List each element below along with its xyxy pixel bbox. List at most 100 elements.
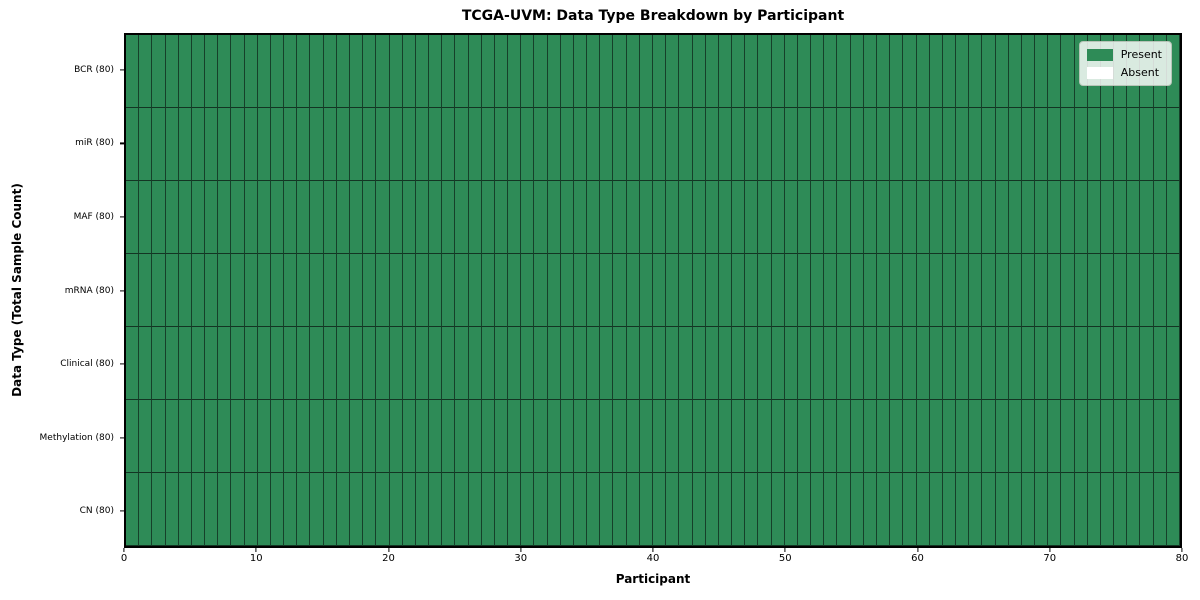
heatmap-cell: [982, 108, 996, 181]
y-tick-mark: [120, 69, 124, 71]
heatmap-cell: [626, 473, 640, 546]
heatmap-cell: [850, 35, 864, 108]
heatmap-cell: [376, 400, 390, 473]
y-tick-label: Clinical (80): [60, 359, 114, 370]
heatmap-cell: [587, 35, 601, 108]
heatmap-cell: [508, 108, 522, 181]
heatmap-cell: [468, 254, 482, 327]
heatmap-cell: [1140, 181, 1154, 254]
heatmap-cell: [1140, 108, 1154, 181]
heatmap-cell: [1061, 400, 1075, 473]
heatmap-cell: [863, 35, 877, 108]
heatmap-cell: [573, 181, 588, 254]
heatmap-cell: [1035, 473, 1049, 546]
heatmap-cell: [1021, 473, 1036, 546]
heatmap-cell: [244, 254, 258, 327]
heatmap-cell: [270, 108, 285, 181]
heatmap-cell: [929, 108, 943, 181]
heatmap-cell: [995, 181, 1009, 254]
heatmap-cell: [758, 254, 772, 327]
heatmap-cell: [376, 108, 390, 181]
heatmap-cell: [626, 181, 640, 254]
x-tick-mark: [520, 548, 522, 552]
heatmap-cell: [534, 400, 548, 473]
heatmap-cell: [126, 254, 140, 327]
heatmap-cell: [942, 327, 957, 400]
heatmap-cell: [218, 400, 232, 473]
heatmap-cell: [297, 400, 311, 473]
heatmap-cell: [560, 400, 574, 473]
heatmap-cell: [1114, 473, 1128, 546]
heatmap-cell: [758, 108, 772, 181]
heatmap-cell: [218, 327, 232, 400]
heatmap-cell: [1035, 181, 1049, 254]
heatmap-cell: [284, 108, 298, 181]
heatmap-cell: [653, 400, 667, 473]
heatmap-cell: [1087, 473, 1101, 546]
heatmap-cell: [402, 473, 416, 546]
heatmap-cell: [1074, 473, 1088, 546]
heatmap-cell: [323, 181, 337, 254]
heatmap-cell: [666, 400, 680, 473]
heatmap-cell: [165, 327, 179, 400]
heatmap-cell: [732, 400, 746, 473]
heatmap-cell: [995, 327, 1009, 400]
heatmap-cell: [850, 473, 864, 546]
heatmap-cell: [494, 400, 509, 473]
heatmap-cell: [310, 327, 324, 400]
heatmap-cell: [837, 35, 851, 108]
heatmap-cell: [310, 108, 324, 181]
heatmap-cell: [257, 400, 271, 473]
heatmap-cell: [929, 254, 943, 327]
heatmap-cell: [547, 108, 561, 181]
heatmap-cell: [363, 108, 377, 181]
heatmap-cell: [969, 181, 983, 254]
heatmap-cell: [336, 108, 350, 181]
heatmap-cell: [547, 254, 561, 327]
heatmap-cell: [139, 473, 153, 546]
heatmap-cell: [1048, 327, 1062, 400]
heatmap-cell: [929, 35, 943, 108]
heatmap-cell: [1127, 181, 1141, 254]
heatmap-cell: [666, 35, 680, 108]
y-tick-label: miR (80): [75, 138, 114, 149]
heatmap-cell: [231, 108, 245, 181]
heatmap-cell: [349, 35, 364, 108]
heatmap-cell: [1008, 400, 1022, 473]
heatmap-cell: [455, 327, 469, 400]
x-tick-mark: [784, 548, 786, 552]
y-tick-mark: [120, 216, 124, 218]
heatmap-cell: [257, 108, 271, 181]
heatmap-cell: [297, 327, 311, 400]
x-axis-label: Participant: [615, 572, 691, 586]
heatmap-cell: [811, 400, 825, 473]
heatmap-cell: [178, 181, 192, 254]
heatmap-cell: [903, 327, 917, 400]
heatmap-cell: [942, 35, 957, 108]
heatmap-cell: [284, 181, 298, 254]
heatmap-cell: [863, 108, 877, 181]
x-tick-mark: [652, 548, 654, 552]
heatmap-cell: [890, 473, 904, 546]
heatmap-cell: [916, 254, 930, 327]
heatmap-cell: [1087, 254, 1101, 327]
heatmap-cell: [692, 400, 706, 473]
heatmap-cell: [521, 108, 535, 181]
heatmap-cell: [942, 400, 957, 473]
y-tick-mark: [120, 363, 124, 365]
heatmap-cell: [1153, 327, 1167, 400]
heatmap-cell: [415, 35, 430, 108]
heatmap-cell: [666, 181, 680, 254]
heatmap-cell: [956, 327, 970, 400]
heatmap-cell: [455, 35, 469, 108]
heatmap-cell: [1074, 108, 1088, 181]
heatmap-cell: [139, 254, 153, 327]
heatmap-cell: [1048, 181, 1062, 254]
heatmap-cell: [139, 400, 153, 473]
x-tick-mark: [1049, 548, 1051, 552]
heatmap-cell: [916, 108, 930, 181]
y-tick-label: BCR (80): [74, 64, 114, 75]
heatmap-cell: [797, 327, 812, 400]
heatmap-cell: [587, 108, 601, 181]
heatmap-cell: [1061, 108, 1075, 181]
